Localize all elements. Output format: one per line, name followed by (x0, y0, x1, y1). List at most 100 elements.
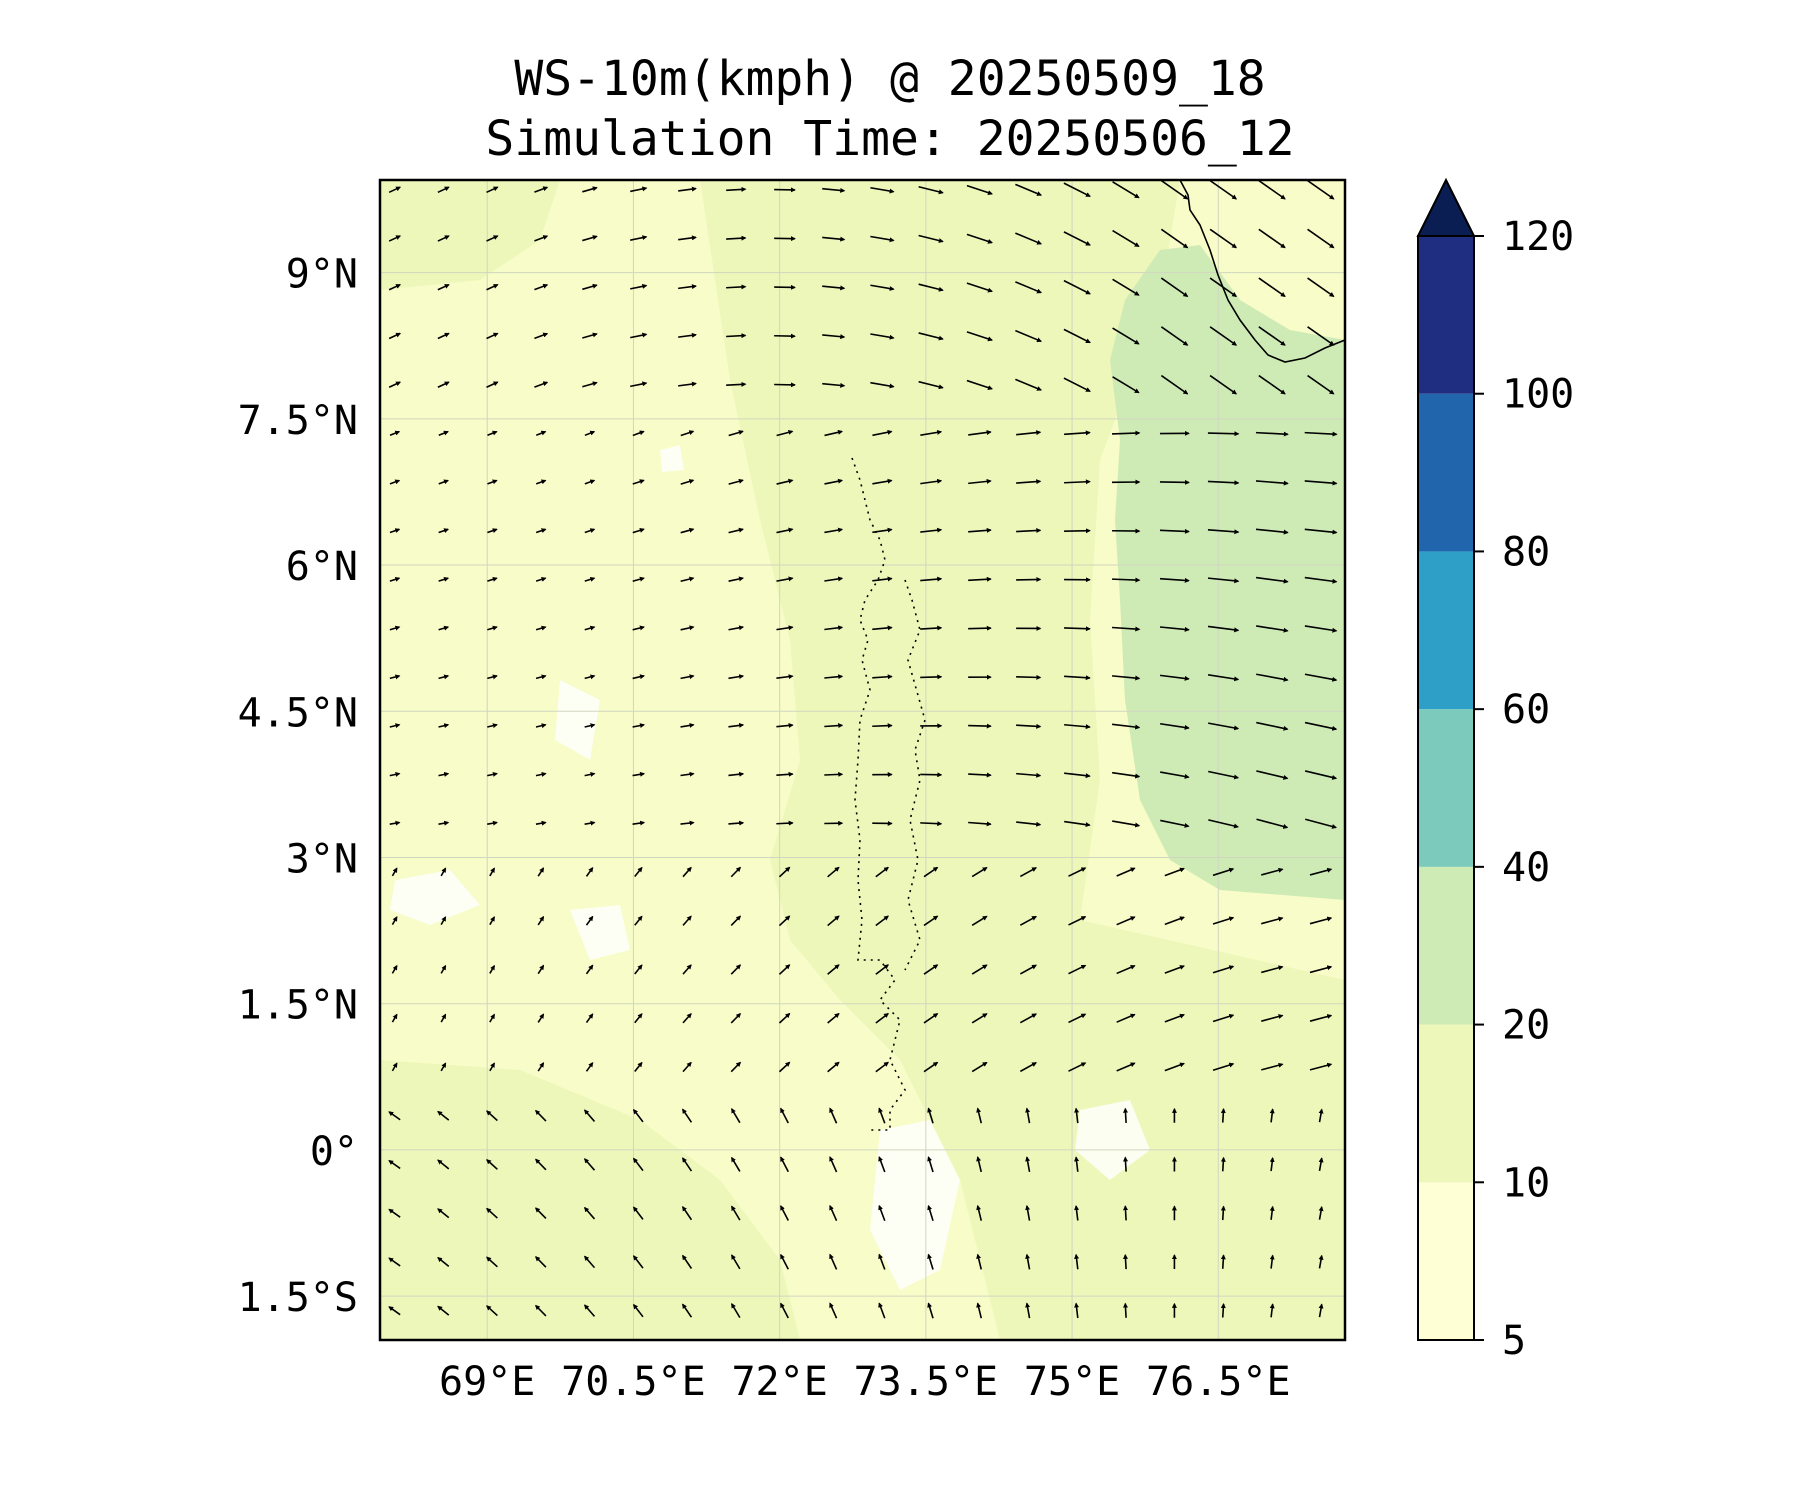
colorbar-segment (1418, 1182, 1474, 1340)
wind-arrow (872, 576, 893, 582)
lat-tick-label: 0° (310, 1129, 358, 1175)
wind-arrow (1309, 1062, 1333, 1071)
wind-arrow (487, 528, 498, 534)
colorbar-tick-label: 10 (1502, 1160, 1550, 1206)
colorbar-frame (1417, 235, 1475, 1341)
wind-arrow (1116, 1013, 1136, 1023)
colorbar-segment (1418, 236, 1474, 394)
wind-arrow (1256, 770, 1289, 780)
wind-arrow (438, 576, 450, 582)
wind-arrow (537, 867, 545, 877)
wind-arrow (633, 1206, 644, 1220)
wind-arrow (1256, 721, 1289, 731)
wind-arrow (1207, 431, 1240, 437)
map-frame (378, 178, 1347, 1342)
wind-arrow (1258, 180, 1286, 200)
wind-arrow (872, 625, 893, 631)
wind-arrow (1016, 528, 1042, 534)
wind-arrow (1318, 1303, 1324, 1318)
wind-arrow (585, 915, 594, 926)
wind-arrow (534, 332, 549, 340)
wind-arrow (438, 625, 450, 631)
wind-arrow (875, 1012, 889, 1024)
wind-arrow (1164, 867, 1185, 877)
wind-arrow (440, 1062, 447, 1072)
wind-arrow (535, 723, 547, 729)
wind-arrow (1064, 723, 1091, 730)
wind-arrow (878, 1107, 886, 1124)
wind-arrow (918, 332, 944, 341)
wind-arrow (535, 528, 547, 534)
wind-arrow (1258, 228, 1286, 249)
wind-arrow (1074, 1205, 1080, 1221)
wind-arrow (1019, 1062, 1037, 1073)
wind-arrow (537, 964, 545, 975)
wind-arrow (1025, 1156, 1031, 1173)
wind-arrow (920, 821, 943, 827)
wind-arrow (731, 1303, 741, 1319)
wind-arrow (486, 1110, 498, 1122)
wind-arrow (632, 528, 645, 534)
wind-arrow (486, 235, 499, 242)
wind-arrow (535, 1256, 547, 1268)
wind-arrow (487, 479, 498, 485)
wind-arrow (726, 186, 747, 192)
wind-arrow (1304, 576, 1338, 584)
wind-arrow (1015, 232, 1042, 245)
wind-arrow (389, 771, 401, 777)
wind-arrow (634, 866, 643, 878)
wind-arrow (1074, 1107, 1080, 1124)
wind-arrow (1212, 867, 1235, 877)
wind-arrow (1160, 180, 1189, 200)
wind-arrow (822, 187, 846, 193)
wind-arrow (630, 332, 648, 339)
wind-arrow (927, 1253, 934, 1270)
wind-arrow (680, 722, 695, 728)
wind-arrow (1123, 1107, 1128, 1123)
wind-arrow (1116, 867, 1136, 877)
wind-arrow (440, 916, 447, 926)
wind-arrow (780, 1107, 789, 1124)
wind-arrow (918, 234, 944, 243)
wind-arrow (585, 1013, 594, 1024)
wind-arrow (1209, 228, 1238, 249)
wind-arrow (680, 576, 695, 583)
wind-arrow (827, 866, 840, 878)
wind-arrow (680, 625, 695, 631)
wind-arrow (678, 235, 697, 241)
wind-arrow (822, 236, 846, 242)
speed-zone-20-40 (1110, 245, 1345, 900)
wind-arrow (1255, 576, 1289, 584)
wind-arrow (878, 1156, 886, 1173)
wind-arrow (1064, 626, 1091, 632)
wind-arrow (632, 430, 645, 437)
wind-arrow (1207, 480, 1240, 486)
wind-arrow (389, 674, 401, 680)
wind-arrow (822, 334, 846, 340)
wind-arrow (632, 576, 645, 582)
wind-arrow (534, 381, 549, 388)
wind-arrow (1309, 867, 1333, 876)
wind-arrow (681, 1303, 693, 1318)
colorbar-tick-label: 20 (1502, 1003, 1550, 1049)
wind-arrow (1212, 965, 1235, 974)
wind-arrow (776, 771, 794, 777)
wind-arrow (487, 723, 498, 729)
wind-arrow (976, 1107, 983, 1124)
wind-arrow (824, 478, 844, 485)
wind-arrow (726, 333, 747, 339)
wind-arrow (1160, 722, 1190, 730)
wind-arrow (728, 478, 744, 485)
wind-arrow (584, 723, 596, 729)
wind-arrow (824, 674, 844, 680)
wind-arrow (1159, 528, 1190, 534)
wind-arrow (632, 820, 646, 826)
wind-arrow (875, 1061, 889, 1073)
wind-arrow (827, 915, 840, 927)
wind-arrow (634, 915, 643, 926)
wind-arrow (534, 186, 549, 193)
wind-arrow (1261, 1014, 1284, 1022)
wind-arrow (968, 527, 992, 533)
wind-arrow (1220, 1205, 1226, 1221)
